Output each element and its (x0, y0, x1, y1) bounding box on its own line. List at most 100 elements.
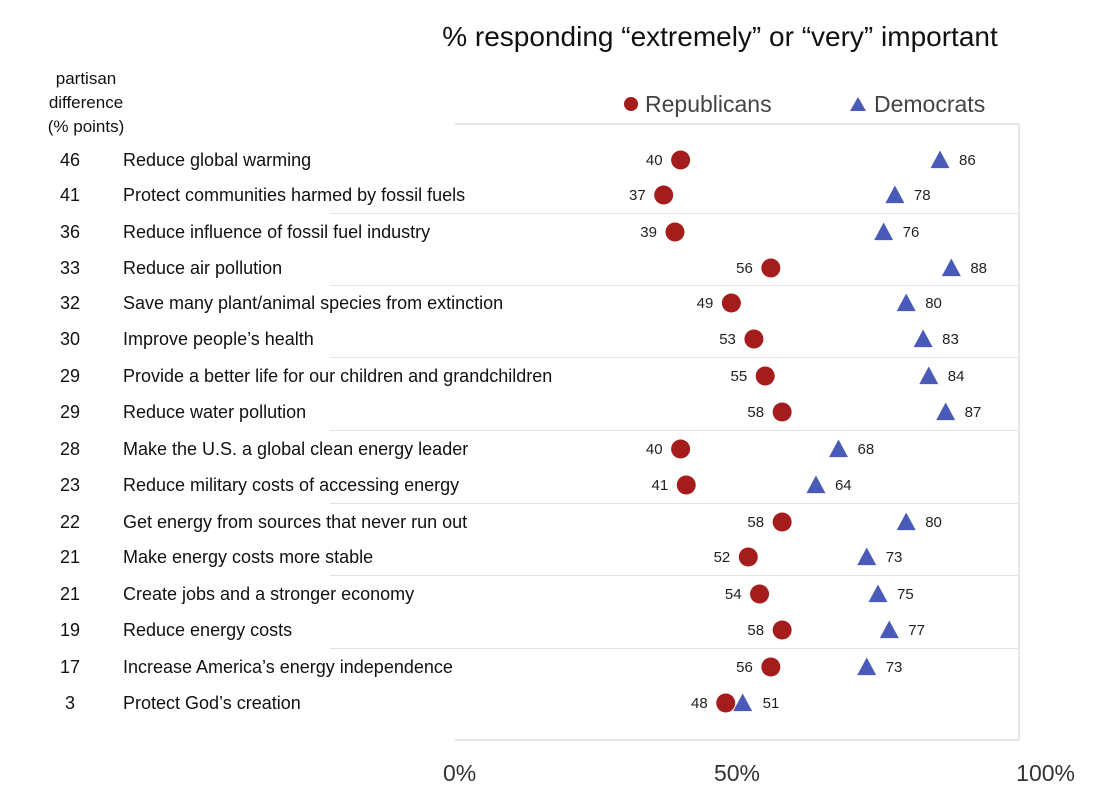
partisan-difference-label: 29 (60, 366, 80, 386)
row-label: Increase America’s energy independence (123, 657, 453, 677)
row-label: Reduce air pollution (123, 258, 282, 278)
democrat-value-label: 73 (886, 549, 903, 566)
republican-value-label: 52 (714, 549, 731, 566)
row-label: Create jobs and a stronger economy (123, 584, 414, 604)
legend-republicans-marker (624, 97, 638, 111)
democrat-point (941, 258, 961, 277)
chart-row: 46 Reduce global warming 40 86 (60, 150, 976, 170)
partisan-difference-label: 21 (60, 584, 80, 604)
republican-value-label: 55 (731, 368, 748, 385)
row-label: Reduce military costs of accessing energ… (123, 475, 459, 495)
legend-republicans-label: Republicans (645, 91, 772, 117)
partisan-difference-label: 41 (60, 185, 80, 205)
chart-row: 17 Increase America’s energy independence… (60, 657, 902, 677)
democrat-point (857, 657, 877, 676)
republican-point (716, 693, 736, 713)
republican-value-label: 56 (736, 260, 753, 277)
democrat-point (919, 366, 939, 385)
row-label: Make the U.S. a global clean energy lead… (123, 439, 468, 459)
chart-row: 28 Make the U.S. a global clean energy le… (60, 439, 874, 459)
republican-value-label: 53 (719, 331, 736, 348)
partisan-difference-label: 46 (60, 150, 80, 170)
row-label: Reduce global warming (123, 150, 311, 170)
democrat-point (896, 512, 916, 531)
republican-point (676, 475, 696, 495)
row-label: Protect God’s creation (123, 693, 301, 713)
democrat-value-label: 86 (959, 152, 976, 169)
democrat-point (829, 439, 849, 458)
democrat-value-label: 76 (903, 224, 920, 241)
republican-point (665, 222, 685, 242)
democrat-value-label: 87 (965, 404, 982, 421)
side-header-line-2: difference (49, 93, 123, 112)
democrat-point (868, 584, 888, 603)
chart-row: 21 Make energy costs more stable 52 73 (60, 547, 902, 567)
democrat-value-label: 51 (763, 695, 780, 712)
chart-row: 41 Protect communities harmed by fossil f… (60, 185, 931, 205)
republican-point (654, 185, 674, 205)
side-header-line-1: partisan (56, 69, 116, 88)
republican-point (738, 547, 758, 567)
republican-value-label: 54 (725, 586, 742, 603)
democrat-point (857, 547, 877, 566)
republican-point (744, 329, 764, 349)
republican-point (761, 657, 781, 677)
x-tick-label: 0% (443, 760, 476, 786)
chart-row: 22 Get energy from sources that never run… (60, 512, 942, 532)
democrat-point (936, 402, 956, 421)
row-label: Save many plant/animal species from exti… (123, 293, 503, 313)
democrat-point (896, 293, 916, 312)
partisan-difference-label: 33 (60, 258, 80, 278)
republican-value-label: 48 (691, 695, 708, 712)
row-label: Make energy costs more stable (123, 547, 373, 567)
chart-row: 30 Improve people’s health 53 83 (60, 329, 959, 349)
democrat-point (806, 475, 826, 494)
legend-democrats-label: Democrats (874, 91, 985, 117)
chart-row: 19 Reduce energy costs 58 77 (60, 620, 925, 640)
republican-value-label: 49 (697, 295, 714, 312)
democrat-point (879, 620, 899, 639)
partisan-difference-label: 17 (60, 657, 80, 677)
row-label: Improve people’s health (123, 329, 314, 349)
republican-point (772, 402, 792, 422)
democrat-point (913, 329, 933, 348)
republican-point (772, 620, 792, 640)
legend-democrats-marker (850, 97, 866, 111)
partisan-difference-label: 28 (60, 439, 80, 459)
republican-value-label: 58 (747, 514, 764, 531)
chart-title: % responding “extremely” or “very” impor… (442, 21, 998, 52)
republican-point (761, 258, 781, 278)
partisan-difference-label: 3 (65, 693, 75, 713)
democrat-value-label: 75 (897, 586, 914, 603)
row-label: Provide a better life for our children a… (123, 366, 552, 386)
democrat-value-label: 84 (948, 368, 965, 385)
row-label: Get energy from sources that never run o… (123, 512, 467, 532)
chart-rows: 46 Reduce global warming 40 86 41 Protect com… (60, 150, 987, 713)
partisan-difference-label: 21 (60, 547, 80, 567)
democrat-value-label: 83 (942, 331, 959, 348)
partisan-difference-label: 29 (60, 402, 80, 422)
row-label: Reduce influence of fossil fuel industry (123, 222, 430, 242)
legend: Republicans Democrats (624, 91, 985, 117)
republican-value-label: 56 (736, 659, 753, 676)
chart-row: 36 Reduce influence of fossil fuel indust… (60, 222, 919, 242)
chart-row: 29 Reduce water pollution 58 87 (60, 402, 981, 422)
democrat-value-label: 88 (970, 260, 987, 277)
chart-row: 3 Protect God’s creation 48 51 (65, 693, 779, 713)
partisan-difference-label: 23 (60, 475, 80, 495)
partisan-difference-label: 32 (60, 293, 80, 313)
republican-value-label: 40 (646, 152, 663, 169)
democrat-point (930, 150, 950, 169)
democrat-value-label: 80 (925, 514, 942, 531)
republican-point (750, 584, 770, 604)
democrat-value-label: 77 (908, 622, 925, 639)
republican-point (721, 293, 741, 313)
row-label: Reduce energy costs (123, 620, 292, 640)
republican-point (772, 512, 792, 532)
republican-point (671, 439, 691, 459)
republican-value-label: 37 (629, 187, 646, 204)
x-tick-label: 100% (1016, 760, 1075, 786)
side-header-line-3: (% points) (48, 117, 125, 136)
democrat-value-label: 64 (835, 477, 852, 494)
